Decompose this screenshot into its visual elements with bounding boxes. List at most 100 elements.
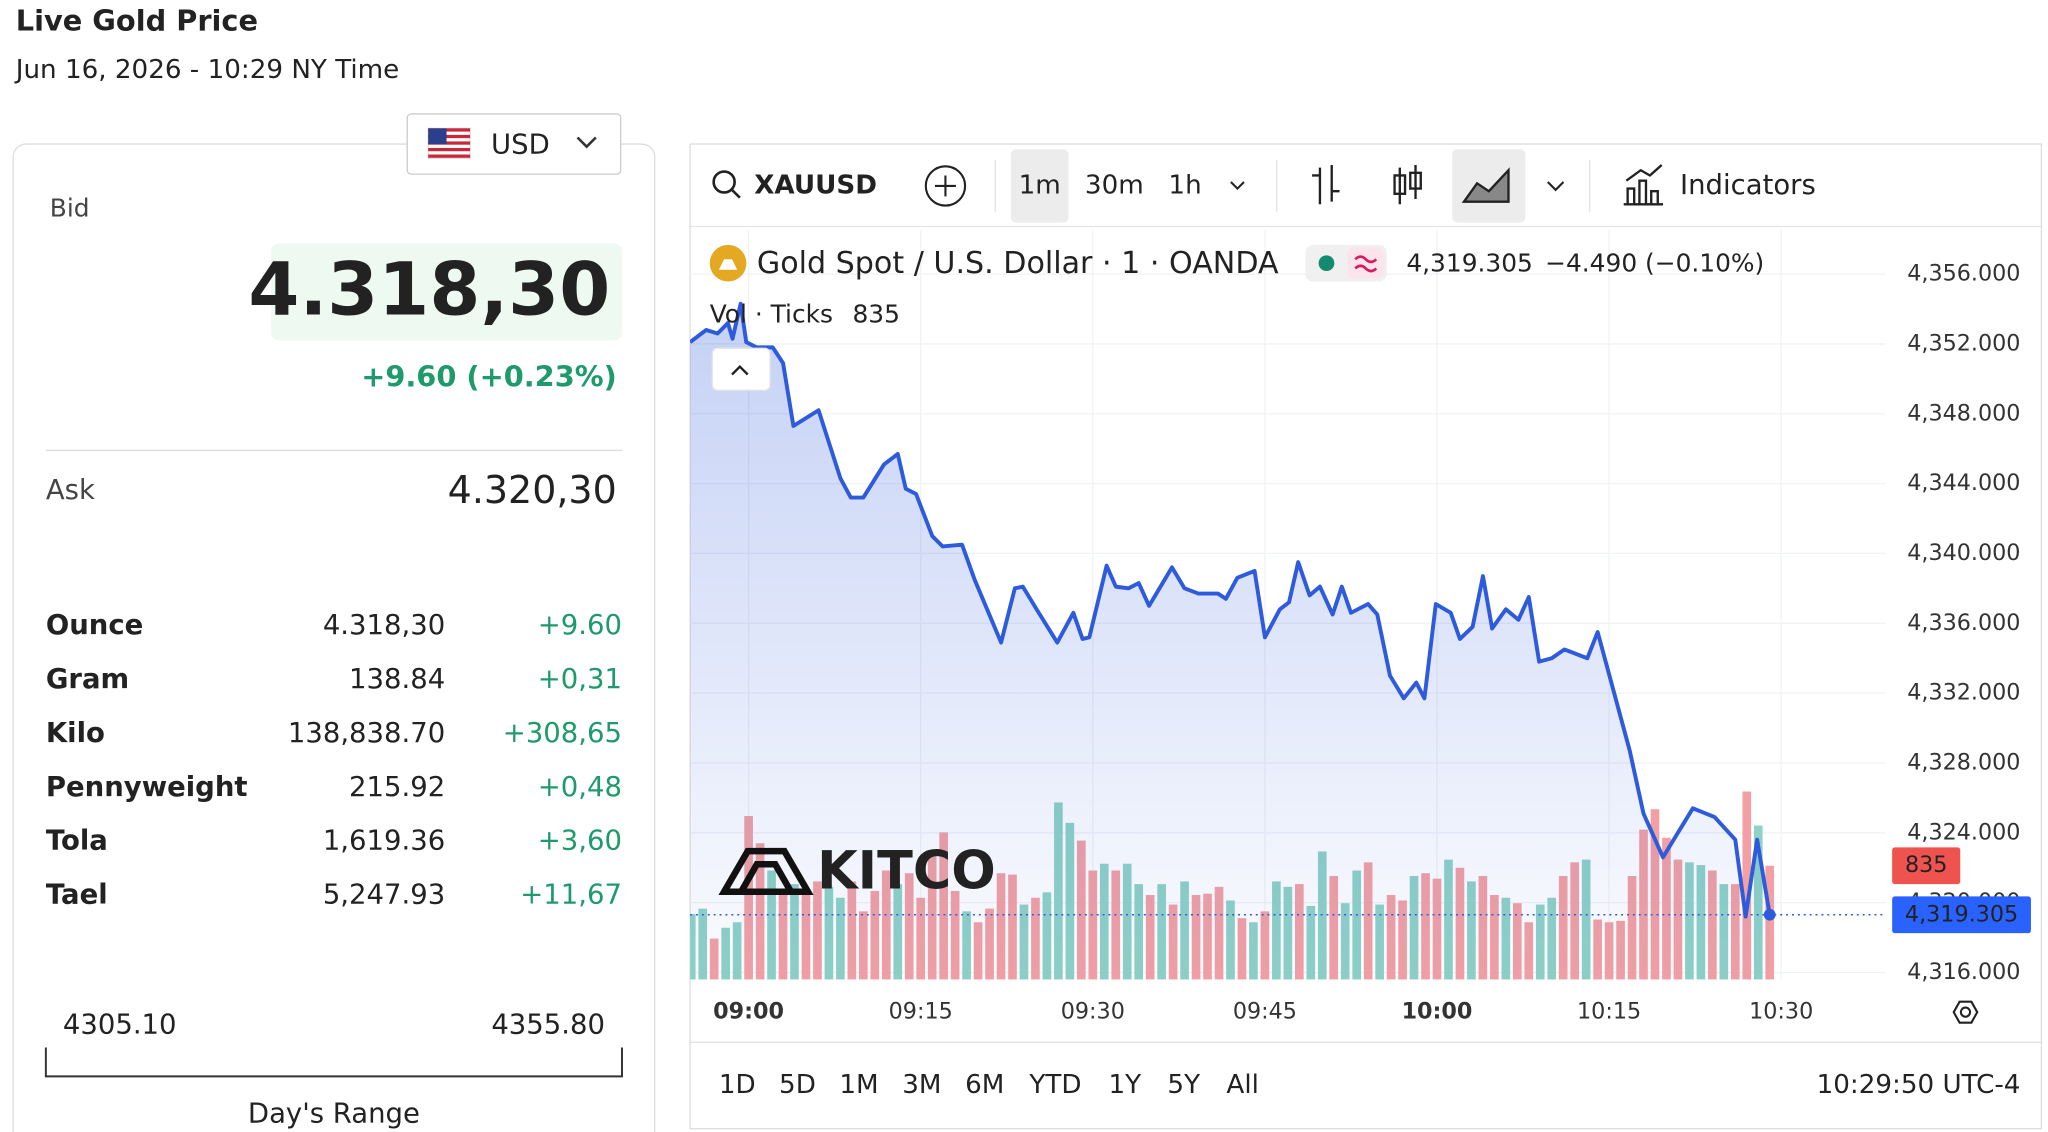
legend-change: −4.490 (−0.10%) (1545, 249, 1764, 278)
plot-area (690, 230, 1886, 980)
range-high: 4355.80 (491, 1008, 605, 1040)
bid: 4.318,30 (248, 248, 610, 333)
chart-overlay: 4,316.0004,320.0004,324.0004,328.0004,33… (713, 261, 2031, 1025)
y-tick-label: 4,328.000 (1907, 749, 2020, 775)
unit-name: Ounce (46, 609, 143, 641)
page-title: Live Gold Price (16, 3, 258, 37)
bid-change: +9.60 (+0.23%) (361, 359, 617, 393)
volume-legend-value: 835 (852, 300, 899, 329)
volume-legend: Vol · Ticks (710, 300, 833, 329)
unit-price: 4.318,30 (323, 609, 445, 641)
bid-box (271, 243, 623, 341)
unit-price: 215.92 (349, 771, 445, 803)
legend-price: 4,319.305 (1406, 249, 1533, 278)
price-area (690, 303, 1770, 980)
period[interactable]: 1D (719, 1070, 756, 1100)
y-tick-label: 4,340.000 (1907, 540, 2020, 566)
area-icon (1461, 167, 1510, 203)
unit-name: Pennyweight (46, 771, 248, 803)
price-line (690, 301, 1772, 919)
symbol-search[interactable]: XAUUSD (712, 170, 877, 200)
x-tick-label: 10:00 (1402, 999, 1473, 1025)
period[interactable]: 5Y (1167, 1070, 1201, 1100)
interval-menu[interactable] (1230, 181, 1245, 191)
search-icon (712, 170, 736, 194)
bid-label: Bid (50, 194, 90, 223)
y-tick-label: 4,336.000 (1907, 610, 2020, 636)
settings-icon (1952, 1000, 1979, 1024)
unit-change: +0,48 (538, 771, 622, 803)
unit-name: Kilo (46, 717, 105, 749)
unit-price: 5,247.93 (323, 879, 445, 911)
unit-name: Gram (46, 663, 129, 695)
unit-change: +9.60 (538, 609, 622, 641)
interval[interactable]: 1m (1019, 170, 1061, 200)
unit-price: 138.84 (349, 663, 445, 695)
price-axis-badge (1892, 896, 2031, 934)
chart-type-menu[interactable] (1547, 181, 1565, 192)
watermark-logo (718, 847, 814, 895)
indicators[interactable]: Indicators (1680, 169, 1816, 201)
clock: 10:29:50 UTC-4 (1817, 1070, 2021, 1100)
period[interactable]: 3M (902, 1070, 941, 1100)
currency-select[interactable]: USD (406, 113, 622, 175)
period[interactable]: 1Y (1109, 1070, 1143, 1100)
period[interactable]: YTD (1028, 1070, 1081, 1100)
period-bar: 1D 5D 1M 3M 6M YTD 1Y 5Y All (719, 1070, 1259, 1100)
active-chart-type[interactable] (1452, 149, 1526, 223)
x-tick-label: 09:45 (1233, 999, 1297, 1025)
indicators-button[interactable]: Indicators (1623, 164, 1816, 206)
period[interactable]: 5D (779, 1070, 816, 1100)
compare-button[interactable] (924, 165, 967, 207)
range-label: Day's Range (248, 1097, 420, 1129)
currency: USD (491, 128, 550, 160)
bars-icon[interactable] (1312, 164, 1340, 205)
indicators-icon (1623, 164, 1664, 206)
range-low: 4305.10 (63, 1008, 177, 1040)
date: Jun 16, 2026 - 10:29 NY Time (14, 55, 400, 85)
x-tick-label: 09:00 (713, 999, 784, 1025)
watermark: KITCO (817, 841, 996, 902)
ask: 4.320,30 (448, 468, 617, 512)
y-tick-label: 4,356.000 (1907, 261, 2020, 287)
y-tick-label: 4,324.000 (1907, 819, 2020, 845)
caret (731, 364, 749, 376)
interval[interactable]: 30m (1085, 170, 1144, 200)
y-tick-label: 4,348.000 (1907, 400, 2020, 426)
chevron (576, 136, 597, 149)
period[interactable]: 6M (965, 1070, 1004, 1100)
unit-price: 138,838.70 (288, 717, 445, 749)
symbol-logo-mark (718, 259, 738, 270)
flag-canton (428, 128, 447, 145)
period[interactable]: All (1226, 1070, 1258, 1100)
plus-icon (934, 175, 956, 197)
candles-icon[interactable] (1393, 164, 1422, 205)
unit-price: 1,619.36 (323, 825, 445, 857)
x-tick-label: 10:30 (1749, 999, 1813, 1025)
chart-title: Gold Spot / U.S. Dollar · 1 · OANDA (757, 246, 1279, 281)
y-tick-label: 4,316.000 (1907, 959, 2020, 985)
interval[interactable]: 1h (1168, 170, 1201, 200)
range-bar (44, 1047, 623, 1078)
x-tick-label: 09:15 (889, 999, 953, 1025)
y-tick-label: 4,352.000 (1907, 330, 2020, 356)
volume-bar (1765, 865, 1775, 980)
active-interval (1010, 149, 1069, 223)
y-tick-label: 4,332.000 (1907, 680, 2020, 706)
price-axis-label: 4,319.305 (1905, 901, 2018, 927)
delayed-icon (1354, 255, 1378, 273)
price-panel (12, 143, 656, 1132)
ask-label: Ask (46, 474, 95, 506)
x-tick-label: 10:15 (1577, 999, 1641, 1025)
market-open-dot (1318, 255, 1335, 272)
search-icon-handle (731, 188, 741, 199)
settings-button[interactable] (1952, 1000, 1979, 1024)
delayed-badge (1347, 247, 1385, 279)
symbol[interactable]: XAUUSD (754, 170, 877, 200)
x-tick-label: 09:30 (1061, 999, 1125, 1025)
period[interactable]: 1M (839, 1070, 878, 1100)
volume-axis-badge (1892, 847, 1961, 885)
flag-stripes (428, 128, 471, 158)
